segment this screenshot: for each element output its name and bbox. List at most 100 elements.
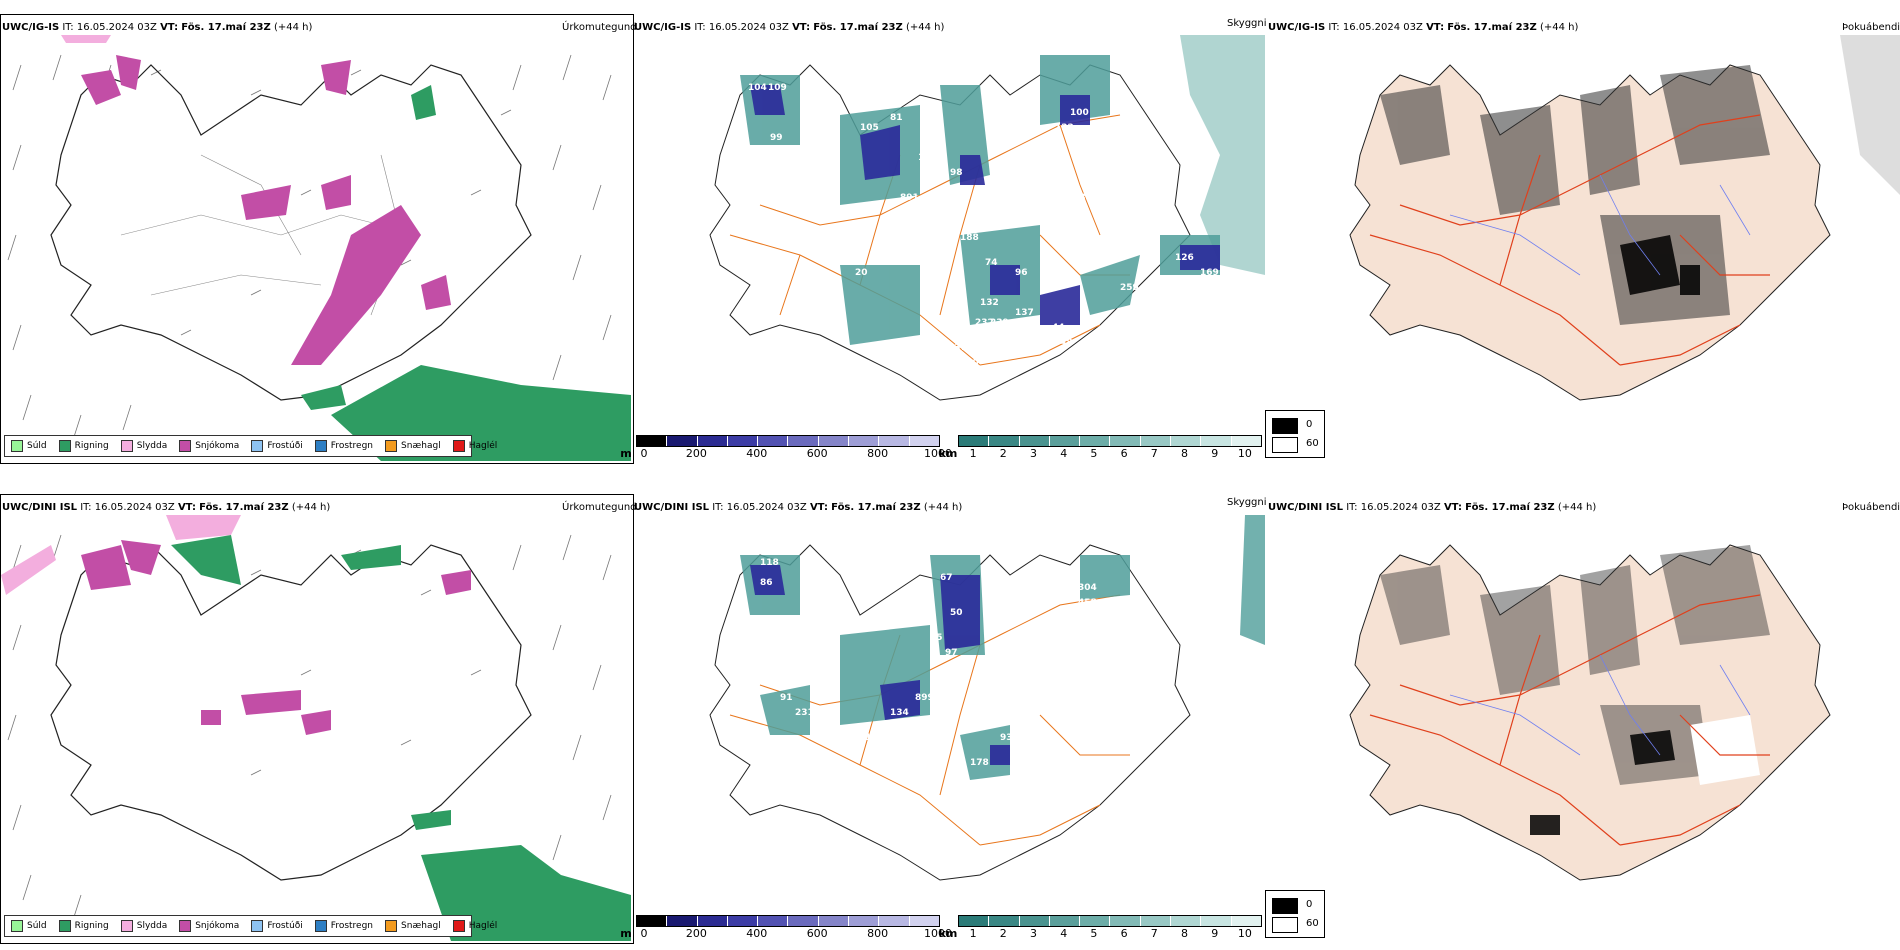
cloud-base-label: 18 bbox=[1073, 193, 1086, 203]
fog-legend-light-label: 60 bbox=[1306, 438, 1319, 449]
cloud-panel-top-title: UWC/IG-IS IT: 16.05.2024 03Z VT: Fös. 17… bbox=[634, 22, 945, 33]
fog-legend-bottom: 0 60 bbox=[1265, 890, 1325, 938]
cloud-base-label: 239 bbox=[990, 318, 1009, 328]
cloud-base-label: 116 bbox=[935, 718, 954, 728]
colorbar-tick: 1 bbox=[969, 447, 977, 460]
cloud-base-label: 202 bbox=[1050, 228, 1069, 238]
legend-swatch bbox=[251, 440, 264, 452]
legend-label: Snjókoma bbox=[195, 441, 240, 451]
cloud-base-label: 304 bbox=[1078, 583, 1097, 593]
fog-panel-top-title: UWC/IG-IS IT: 16.05.2024 03Z VT: Fös. 17… bbox=[1268, 22, 1579, 33]
cloud-base-label: 231 bbox=[795, 708, 814, 718]
colorbar-tick: 2 bbox=[999, 447, 1007, 460]
legend-item: Snjókoma bbox=[179, 920, 239, 932]
legend-label: Snæhagl bbox=[401, 921, 441, 931]
colorbar-segment bbox=[1231, 436, 1261, 446]
precip-panel-top-label: Úrkomutegund bbox=[562, 22, 637, 33]
iceland-coast bbox=[50, 64, 532, 401]
legend-item: Rigning bbox=[58, 920, 109, 932]
colorbar-segment bbox=[1019, 916, 1050, 926]
cloud-base-label: 96 bbox=[1015, 268, 1028, 278]
colorbar-tick: 0 bbox=[640, 927, 648, 940]
colorbar-segment bbox=[758, 436, 789, 446]
colorbar-segment bbox=[989, 916, 1020, 926]
cloud-base-label: 99 bbox=[770, 133, 783, 143]
precip-panel-top-frame bbox=[0, 14, 634, 464]
legend-label: Súld bbox=[27, 441, 47, 451]
colorbar-tick: 400 bbox=[746, 447, 768, 460]
legend-item: Rigning bbox=[58, 440, 109, 452]
cloud-base-label: 178 bbox=[970, 758, 989, 768]
legend-item: Frostúði bbox=[251, 920, 303, 932]
colorbar-unit: km bbox=[938, 927, 958, 940]
cloud-base-label: 196 bbox=[918, 153, 937, 163]
colorbar-segment bbox=[1140, 916, 1172, 926]
colorbar-tick: 6 bbox=[1120, 447, 1128, 460]
legend-label: Frostúði bbox=[267, 441, 303, 451]
colorbar-segment bbox=[697, 436, 728, 446]
colorbar-tick: 800 bbox=[867, 927, 889, 940]
colorbar-tick: 800 bbox=[867, 447, 889, 460]
legend-swatch bbox=[58, 920, 71, 932]
precip-map-top bbox=[7, 35, 631, 461]
colorbar-segment bbox=[1201, 436, 1232, 446]
colorbar-tick: 9 bbox=[1211, 447, 1219, 460]
colorbar-segment bbox=[637, 916, 668, 926]
precip-legend-bottom: Súld Rigning Slydda Snjókoma Frostúði Fr… bbox=[4, 915, 497, 937]
legend-label: Haglél bbox=[468, 441, 498, 451]
legend-item: Haglél bbox=[452, 920, 497, 932]
cloud-base-label: 98 bbox=[950, 168, 963, 178]
legend-swatch bbox=[120, 920, 133, 932]
colorbar-segment bbox=[989, 436, 1020, 446]
colorbar-segment bbox=[1049, 916, 1081, 926]
colorbar-segment bbox=[788, 916, 819, 926]
legend-swatch bbox=[11, 440, 23, 452]
legend-label: Rigning bbox=[74, 441, 109, 451]
legend-item: Súld bbox=[11, 920, 47, 932]
colorbar-segment bbox=[1110, 916, 1141, 926]
colorbar-tick: 600 bbox=[806, 447, 828, 460]
cloud-base-label: 237 bbox=[948, 343, 967, 353]
colorbar-segment bbox=[849, 436, 880, 446]
cloud-base-label: 50 bbox=[950, 608, 963, 618]
fog-legend-top: 0 60 bbox=[1265, 410, 1325, 458]
legend-item: Slydda bbox=[120, 440, 167, 452]
visibility-colorbar-bottom bbox=[958, 915, 1262, 927]
legend-label: Frostregn bbox=[330, 921, 374, 931]
cloud-base-label: 15 bbox=[930, 633, 943, 643]
colorbar-tick: 7 bbox=[1150, 447, 1158, 460]
colorbar-tick: 9 bbox=[1211, 927, 1219, 940]
cloud-base-label: 169 bbox=[1200, 268, 1219, 278]
legend-swatch bbox=[11, 920, 23, 932]
cloud-base-label: 250 bbox=[1000, 338, 1019, 348]
cloud-base-label: 126 bbox=[1175, 253, 1194, 263]
colorbar-segment bbox=[879, 916, 910, 926]
legend-swatch bbox=[179, 440, 192, 452]
legend-swatch bbox=[385, 920, 398, 932]
colorbar-tick: 200 bbox=[685, 447, 707, 460]
fog-panel-bottom-label: Þokuábendi bbox=[1842, 502, 1900, 513]
colorbar-segment bbox=[959, 436, 990, 446]
colorbar-unit: m bbox=[620, 447, 632, 460]
fog-legend-dark-label: 0 bbox=[1306, 899, 1313, 910]
legend-item: Snæhagl bbox=[385, 920, 441, 932]
colorbar-tick: 4 bbox=[1060, 447, 1068, 460]
legend-swatch bbox=[314, 440, 327, 452]
precip-legend-top: Súld Rigning Slydda Snjókoma Frostúði Fr… bbox=[4, 435, 497, 457]
colorbar-tick: 5 bbox=[1090, 927, 1098, 940]
iceland-land bbox=[1349, 544, 1831, 881]
fog-panel-bottom-title: UWC/DINI ISL IT: 16.05.2024 03Z VT: Fös.… bbox=[1268, 502, 1597, 513]
colorbar-tick: 10 bbox=[1237, 927, 1252, 940]
legend-swatch bbox=[452, 920, 465, 932]
colorbar-segment bbox=[1171, 436, 1202, 446]
cloud-base-label: 458 bbox=[1078, 598, 1097, 608]
wind-barbs bbox=[7, 54, 612, 441]
visibility-colorbar-top bbox=[958, 435, 1262, 447]
cloud-base-label: 127 bbox=[865, 733, 884, 743]
colorbar-tick: 1000 bbox=[924, 447, 952, 460]
cloud-base-label: 300 bbox=[1065, 213, 1084, 223]
fog-legend-light-swatch bbox=[1272, 917, 1298, 933]
legend-label: Rigning bbox=[74, 921, 109, 931]
cloud-base-label: 134 bbox=[890, 708, 909, 718]
legend-item: Haglél bbox=[452, 440, 498, 452]
